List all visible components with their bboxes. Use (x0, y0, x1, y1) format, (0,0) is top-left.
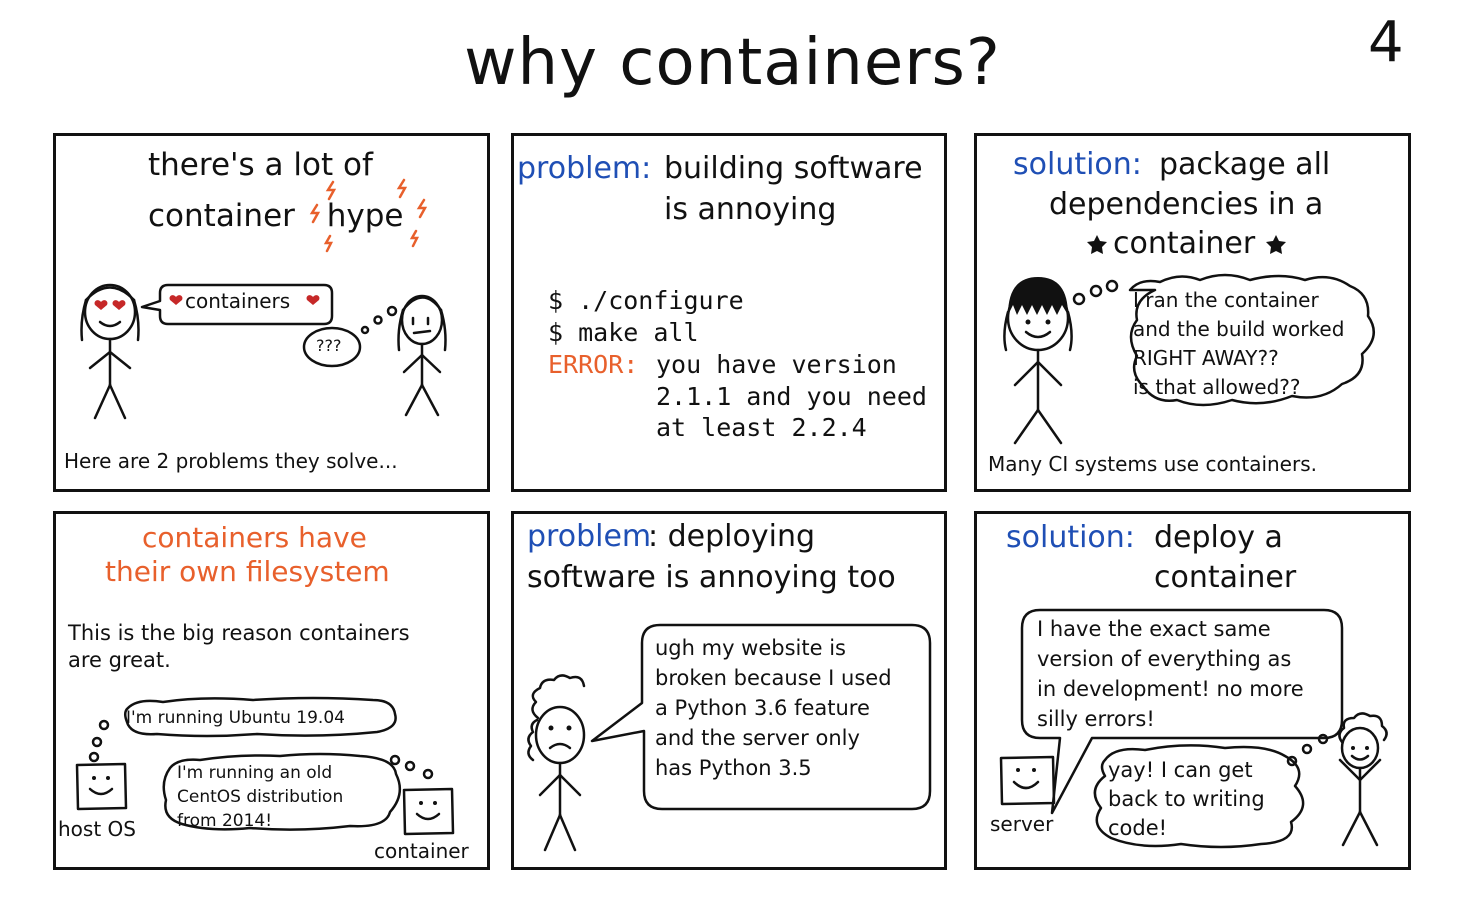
heart-eyes-icon (94, 300, 126, 310)
thought-build-line2: and the build worked (1133, 317, 1345, 341)
terminal-error-line1: you have version (656, 350, 897, 379)
solution-package-footer: Many CI systems use containers. (988, 452, 1317, 476)
page-title: why containers? (464, 26, 1001, 100)
container-box (402, 787, 455, 836)
solution-deploy-heading-line1: deploy a (1154, 520, 1283, 555)
solution-deploy-heading-line2: container (1154, 560, 1297, 595)
speech-deploy-line3: a Python 3.6 feature (655, 696, 870, 720)
panel-problem-build (511, 133, 947, 492)
solution-deploy-label: solution: (1006, 520, 1135, 555)
thought-yay-line1: yay! I can get (1108, 758, 1253, 782)
thought-build-line4: is that allowed?? (1133, 375, 1301, 399)
speech-server-line1: I have the exact same (1037, 617, 1271, 641)
lightning-icon (309, 178, 428, 253)
speech-deploy-line1: ugh my website is (655, 636, 846, 660)
terminal-error-label: ERROR: (548, 350, 639, 379)
page-number: 4 (1368, 10, 1404, 75)
problem-build-heading-line2: is annoying (664, 192, 837, 227)
speech-deploy-line5: has Python 3.5 (655, 756, 812, 780)
solution-package-heading-line1: package all (1159, 147, 1331, 182)
problem-build-heading-line1: building software (664, 151, 923, 186)
server-label: server (990, 812, 1054, 836)
container-label: container (374, 839, 469, 863)
stick-figure-skeptic (397, 294, 447, 417)
speech-server-line4: silly errors! (1037, 707, 1155, 731)
problem-deploy-heading-line2: software is annoying too (527, 560, 896, 595)
thought-container-line1: I'm running an old (177, 763, 333, 783)
speech-server-line3: in development! no more (1037, 677, 1304, 701)
speech-server-line2: version of everything as (1037, 647, 1292, 671)
terminal-cmd-configure: $ ./configure (548, 286, 744, 315)
solution-package-heading-line3: container (1113, 226, 1256, 261)
star-icon (1087, 235, 1286, 254)
speech-bubble-server (1020, 608, 1344, 815)
thought-bubble-yay (1093, 744, 1305, 849)
stick-figure-sad (527, 674, 586, 852)
terminal-cmd-make: $ make all (548, 318, 699, 347)
host-os-label: host OS (58, 817, 136, 841)
thought-yay-line3: code! (1108, 816, 1168, 840)
thought-bubble-container (162, 752, 402, 831)
hype-footer: Here are 2 problems they solve... (64, 449, 398, 473)
problem-deploy-heading-line1: : deploying (648, 519, 816, 554)
stick-figure-happy (1003, 277, 1073, 445)
speech-deploy-line4: and the server only (655, 726, 860, 750)
thought-yay-line2: back to writing (1108, 787, 1265, 811)
thought-text-confused: ??? (316, 336, 342, 355)
server-box (999, 755, 1056, 806)
terminal-error-line3: at least 2.2.4 (656, 413, 867, 442)
thought-build-line3: RIGHT AWAY?? (1133, 346, 1279, 370)
stick-figure-curly (1338, 712, 1388, 847)
thought-host-text: I'm running Ubuntu 19.04 (126, 708, 345, 728)
problem-label: problem: (517, 151, 652, 186)
speech-bubble-containers (140, 283, 334, 326)
terminal-error-line2: 2.1.1 and you need (656, 382, 927, 411)
thought-build-line1: I ran the container (1133, 288, 1319, 312)
hype-heading-line2: container hype (148, 198, 404, 234)
host-os-box (75, 762, 128, 811)
thought-container-line3: from 2014! (177, 811, 273, 831)
filesystem-body-line1: This is the big reason containers (68, 621, 410, 645)
hype-heading-line1: there's a lot of (148, 147, 373, 183)
speech-deploy-line2: broken because I used (655, 666, 892, 690)
problem-deploy-label: problem (527, 519, 652, 554)
thought-bubble-build (1128, 273, 1375, 407)
filesystem-heading-line2: their own filesystem (105, 555, 390, 588)
panel-hype (53, 133, 490, 492)
filesystem-body-line2: are great. (68, 648, 171, 672)
filesystem-heading-line1: containers have (142, 521, 367, 554)
heart-icon (169, 295, 320, 305)
thought-bubble-host (124, 696, 397, 738)
thought-container-line2: CentOS distribution (177, 787, 344, 807)
speech-text-containers: containers (185, 289, 291, 313)
solution-package-heading-line2: dependencies in a (1049, 187, 1324, 222)
thought-bubble-confused (302, 326, 362, 368)
solution-label: solution: (1013, 147, 1142, 182)
stick-figure-fan (80, 283, 140, 420)
speech-bubble-broken-website (590, 623, 932, 811)
